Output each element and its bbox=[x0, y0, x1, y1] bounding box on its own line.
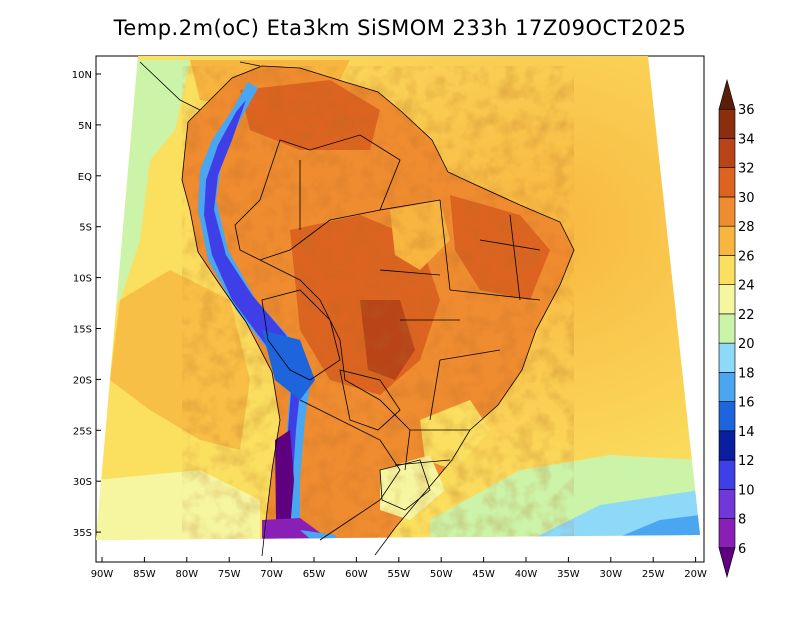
lat-label: 25S bbox=[73, 426, 92, 437]
andes-colder-band bbox=[204, 100, 302, 540]
lon-label: 30W bbox=[599, 569, 622, 580]
colorbar-swatch bbox=[718, 138, 736, 169]
colorbar-label: 36 bbox=[738, 103, 755, 118]
argentina-border bbox=[299, 399, 401, 541]
colorbar-swatch bbox=[718, 401, 736, 432]
caribbean-coast bbox=[139, 61, 261, 111]
lat-label: 30S bbox=[73, 477, 92, 488]
lat-label: 5N bbox=[78, 121, 92, 132]
colorbar-label: 20 bbox=[738, 337, 755, 352]
colorbar-low-triangle bbox=[718, 547, 736, 579]
borders bbox=[139, 61, 575, 557]
lon-label: 35W bbox=[557, 569, 580, 580]
lat-labels: 10N 5N EQ 5S 10S 15S 20S 25S 30S 35S bbox=[72, 70, 92, 539]
lon-label: 70W bbox=[260, 569, 283, 580]
lon-label: 50W bbox=[430, 569, 453, 580]
colorbar-label: 34 bbox=[738, 132, 755, 147]
temperature-field bbox=[96, 56, 700, 540]
colorbar-swatch bbox=[718, 108, 736, 139]
colorbar-swatch bbox=[718, 372, 736, 402]
colorbar-swatch bbox=[718, 313, 736, 344]
bolivia-border bbox=[261, 289, 341, 381]
lat-label: EQ bbox=[78, 172, 92, 183]
colorbar-swatch bbox=[718, 430, 736, 461]
colorbar-label: 14 bbox=[738, 425, 755, 440]
coastline bbox=[187, 65, 575, 556]
colorbar-label: 26 bbox=[738, 249, 755, 264]
colorbar-swatch bbox=[718, 167, 736, 198]
pacific-south-cool bbox=[96, 470, 260, 540]
lat-label: 20S bbox=[73, 375, 92, 386]
lon-labels: 90W 85W 80W 75W 70W 65W 60W 55W 50W 45W 40W 35W 30W 2… bbox=[91, 569, 707, 580]
colorbar-label: 8 bbox=[738, 513, 746, 528]
altiplano-cool bbox=[262, 330, 315, 400]
colorbar-label: 28 bbox=[738, 220, 755, 235]
lat-label: 35S bbox=[73, 528, 92, 539]
colorbar-label: 10 bbox=[738, 483, 755, 498]
colorbar-swatch bbox=[718, 459, 736, 490]
colorbar-swatch bbox=[718, 225, 736, 256]
patagonia-cold bbox=[262, 518, 345, 540]
colorbar-label: 18 bbox=[738, 366, 755, 381]
tick-marks bbox=[96, 73, 697, 562]
state-borders-north bbox=[299, 160, 541, 361]
uruguay-border bbox=[379, 459, 431, 511]
lat-label: 15S bbox=[73, 325, 92, 336]
colorbar-swatch bbox=[718, 342, 736, 373]
pacific-warm-area bbox=[110, 270, 250, 450]
lat-label: 5S bbox=[79, 223, 92, 234]
lon-label: 75W bbox=[218, 569, 241, 580]
lon-label: 60W bbox=[345, 569, 368, 580]
paraguay-border bbox=[339, 369, 401, 431]
colorbar-label: 6 bbox=[738, 542, 746, 557]
patagonia-edge bbox=[300, 530, 352, 540]
pacific-coastline bbox=[181, 121, 281, 557]
lon-label: 20W bbox=[684, 569, 707, 580]
colorbar-label: 12 bbox=[738, 454, 755, 469]
colorbar-label: 16 bbox=[738, 396, 755, 411]
colorbar-swatch bbox=[718, 196, 736, 227]
lat-label: 10S bbox=[73, 274, 92, 285]
colorbar-label: 24 bbox=[738, 279, 755, 294]
lon-label: 65W bbox=[303, 569, 326, 580]
colorbar-label: 32 bbox=[738, 162, 755, 177]
lon-label: 25W bbox=[642, 569, 665, 580]
lon-label: 45W bbox=[472, 569, 495, 580]
lat-label: 10N bbox=[72, 70, 92, 81]
lon-label: 90W bbox=[91, 569, 114, 580]
lon-label: 40W bbox=[515, 569, 538, 580]
brazil-border bbox=[234, 134, 401, 261]
land-texture bbox=[182, 66, 574, 540]
colorbar-label: 22 bbox=[738, 308, 755, 323]
colorbar-swatch bbox=[718, 255, 736, 285]
lon-label: 55W bbox=[387, 569, 410, 580]
lon-label: 85W bbox=[133, 569, 156, 580]
map-title: Temp.2m(oC) Eta3km SiSMOM 233h 17Z09OCT2… bbox=[113, 16, 687, 40]
andes-coldest-core bbox=[275, 430, 294, 540]
colorbar-swatch bbox=[718, 518, 736, 549]
colorbar-high-triangle bbox=[718, 78, 736, 110]
colorbar-swatch bbox=[718, 284, 736, 315]
brazil-west-border bbox=[259, 259, 411, 471]
colorbar-label: 30 bbox=[738, 191, 755, 206]
colorbar-swatch bbox=[718, 488, 736, 519]
lon-label: 80W bbox=[175, 569, 198, 580]
state-borders-south bbox=[394, 319, 470, 466]
